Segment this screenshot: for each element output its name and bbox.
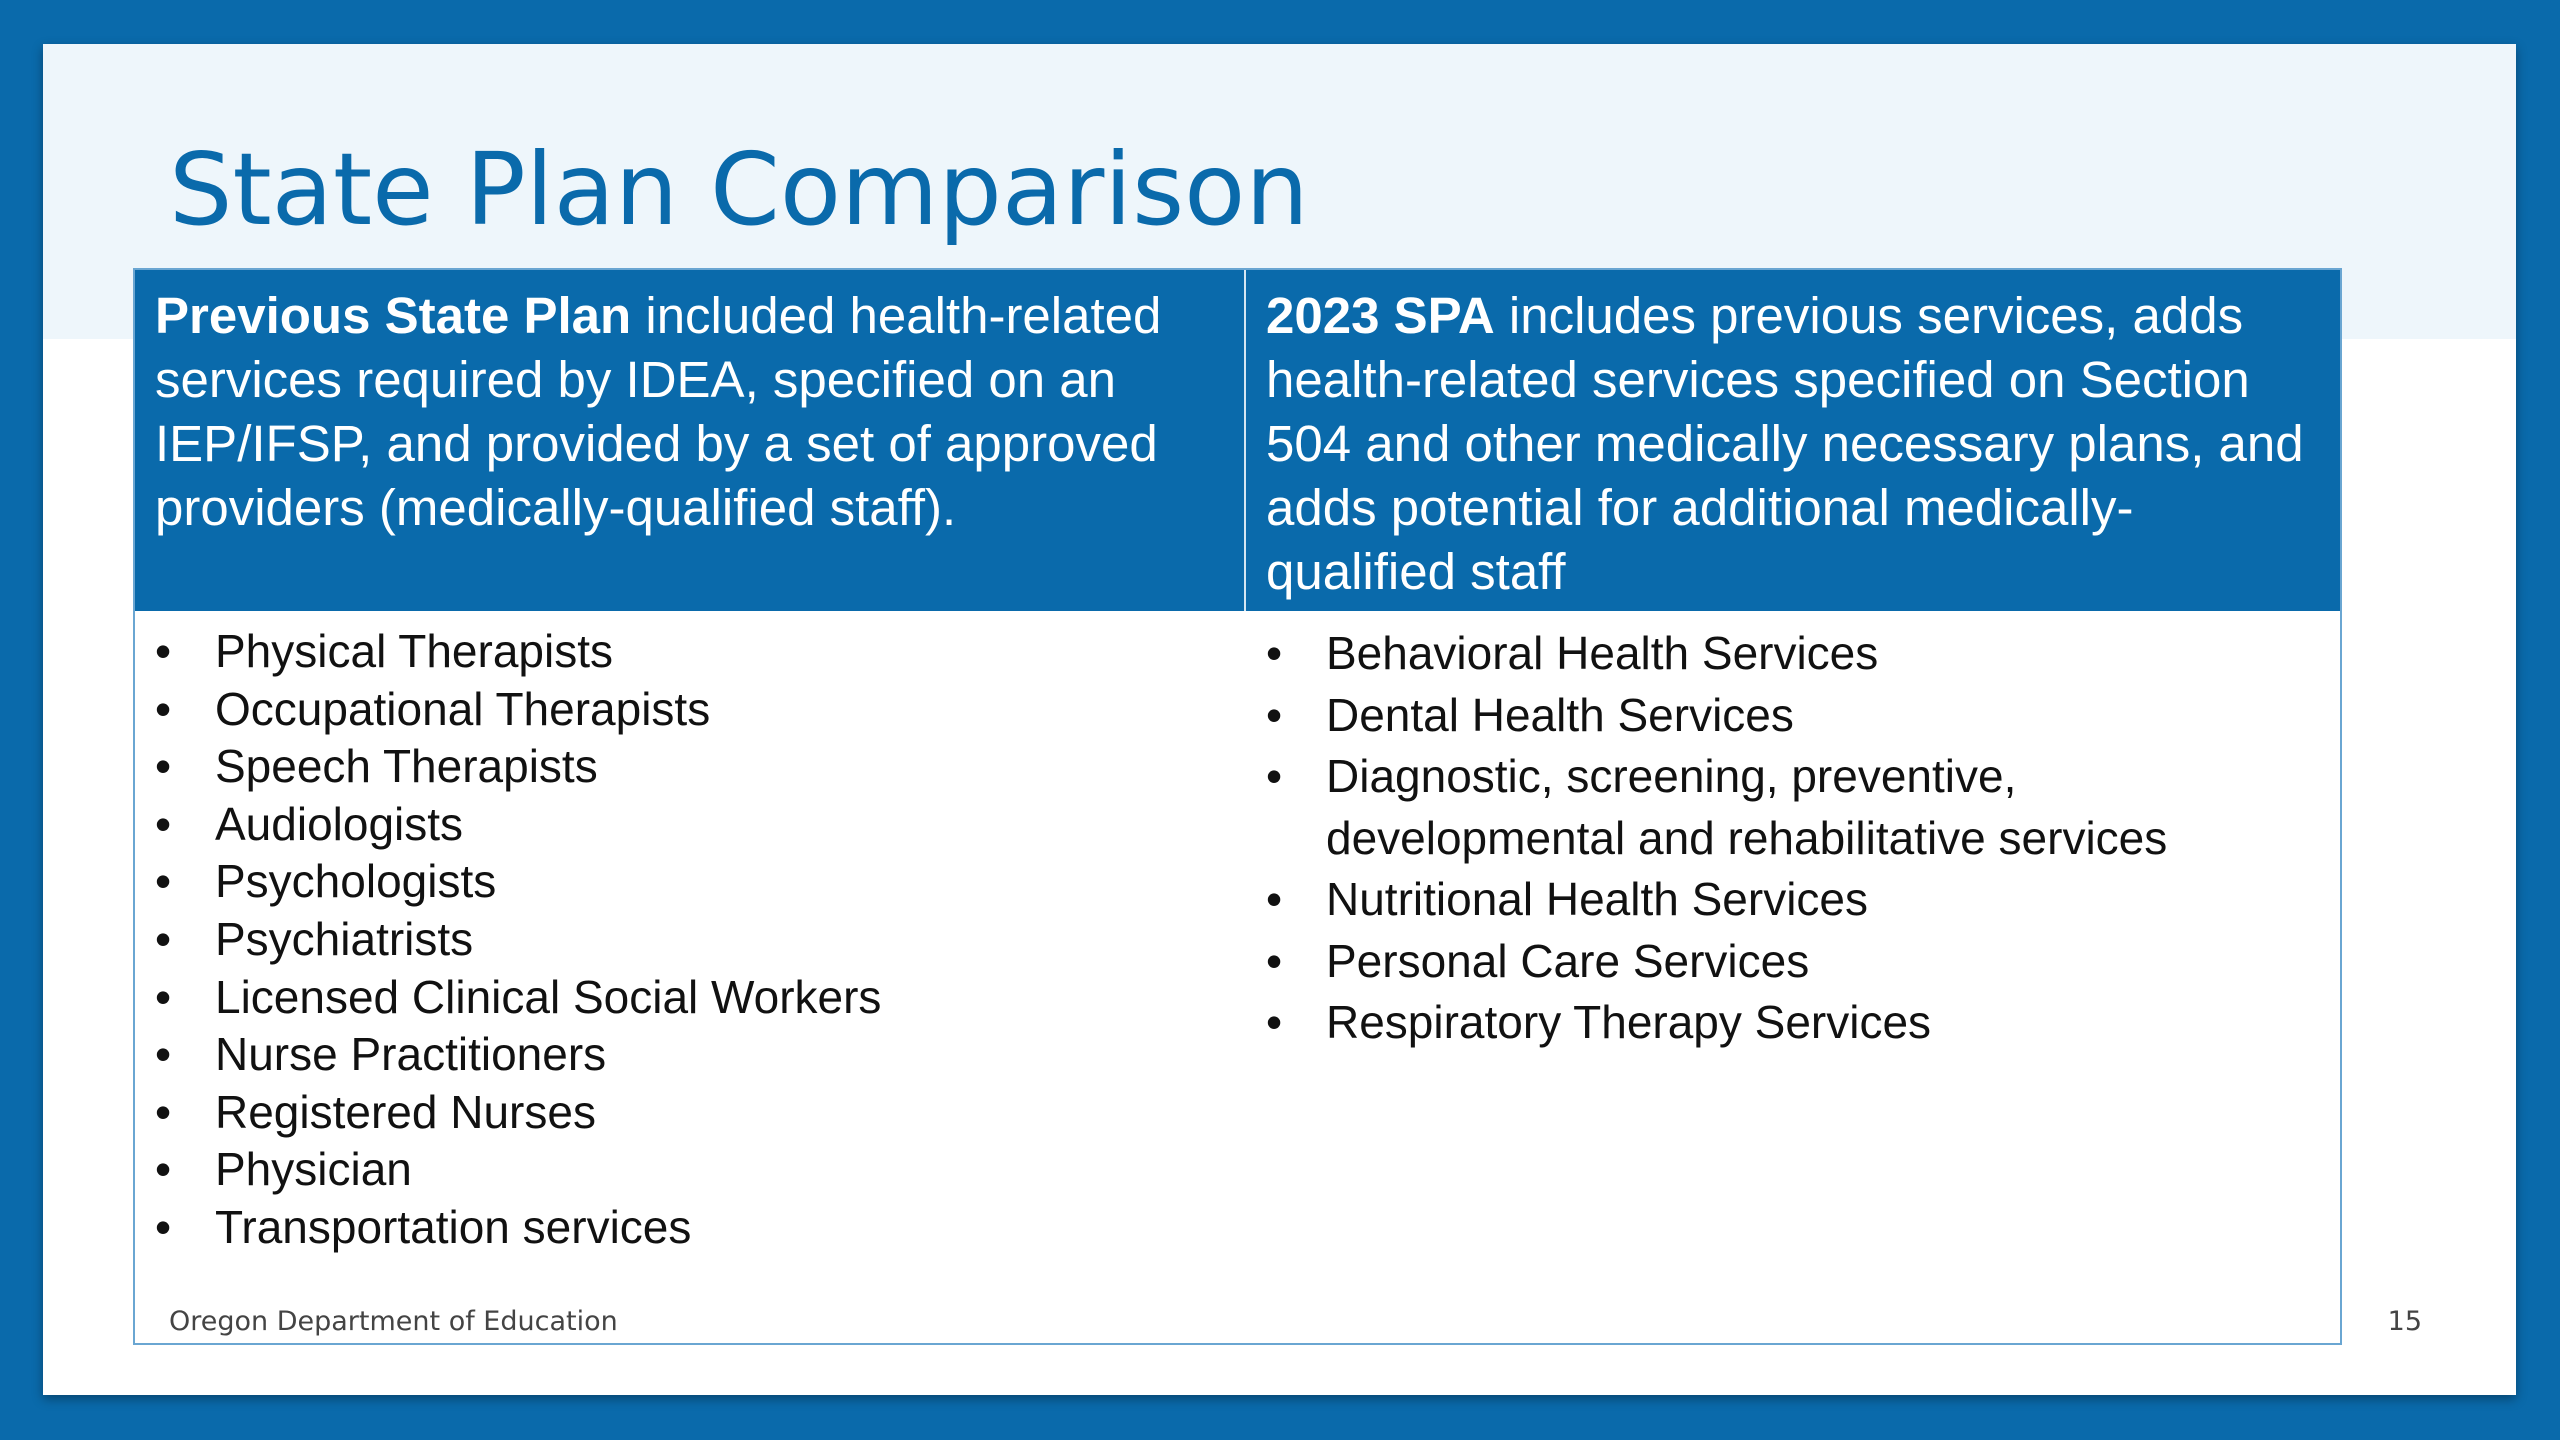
list-item: Diagnostic, screening, preventive, devel… <box>1266 746 2320 869</box>
previous-plan-provider-list: Physical Therapists Occupational Therapi… <box>155 623 1226 1257</box>
slide-title: State Plan Comparison <box>169 131 1309 248</box>
previous-plan-header-bold: Previous State Plan <box>155 287 632 344</box>
list-item: Dental Health Services <box>1266 685 2320 747</box>
comparison-table: Previous State Plan included health-rela… <box>133 268 2342 1345</box>
spa-2023-header-bold: 2023 SPA <box>1266 287 1495 344</box>
list-item: Speech Therapists <box>155 738 1226 796</box>
list-item: Audiologists <box>155 796 1226 854</box>
list-item: Licensed Clinical Social Workers <box>155 969 1226 1027</box>
spa-2023-header-text: includes previous services, adds health-… <box>1266 287 2304 600</box>
table-body-row: Physical Therapists Occupational Therapi… <box>135 611 2340 1257</box>
list-item: Behavioral Health Services <box>1266 623 2320 685</box>
list-item: Respiratory Therapy Services <box>1266 992 2320 1054</box>
list-item: Transportation services <box>155 1199 1226 1257</box>
list-item: Registered Nurses <box>155 1084 1226 1142</box>
page-number: 15 <box>2387 1306 2422 1337</box>
previous-plan-cell: Physical Therapists Occupational Therapi… <box>135 611 1246 1257</box>
list-item: Psychiatrists <box>155 911 1226 969</box>
spa-2023-cell: Behavioral Health Services Dental Health… <box>1246 611 2340 1257</box>
previous-plan-header-text: included health-related services require… <box>155 287 1162 536</box>
list-item: Nurse Practitioners <box>155 1026 1226 1084</box>
footer-organization: Oregon Department of Education <box>169 1306 618 1337</box>
list-item: Psychologists <box>155 853 1226 911</box>
list-item: Physical Therapists <box>155 623 1226 681</box>
previous-plan-header: Previous State Plan included health-rela… <box>135 270 1246 611</box>
list-item: Occupational Therapists <box>155 681 1226 739</box>
spa-2023-header: 2023 SPA includes previous services, add… <box>1246 270 2340 611</box>
list-item: Physician <box>155 1141 1226 1199</box>
spa-2023-service-list: Behavioral Health Services Dental Health… <box>1266 623 2320 1054</box>
slide: State Plan Comparison Previous State Pla… <box>43 44 2516 1395</box>
table-header-row: Previous State Plan included health-rela… <box>135 270 2340 611</box>
list-item: Personal Care Services <box>1266 931 2320 993</box>
list-item: Nutritional Health Services <box>1266 869 2320 931</box>
